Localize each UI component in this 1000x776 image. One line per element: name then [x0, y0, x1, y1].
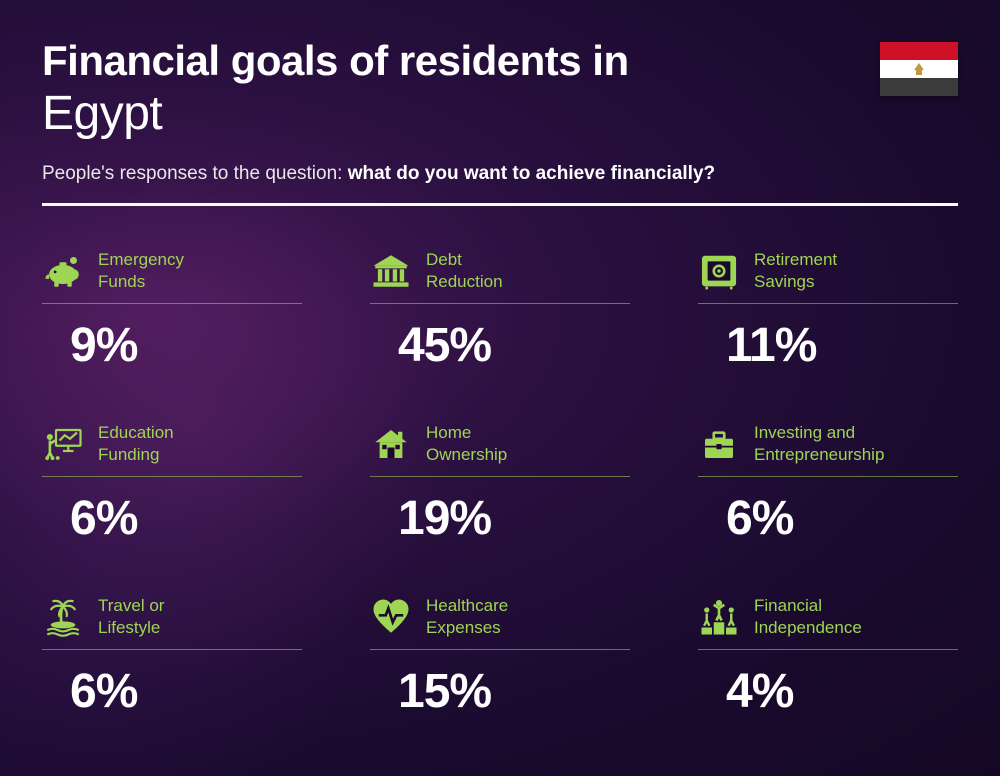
goals-grid: EmergencyFunds 9% DebtReductio: [42, 248, 958, 719]
goal-investing-entrepreneurship: Investing andEntrepreneurship 6%: [698, 421, 958, 546]
goal-label: RetirementSavings: [754, 249, 837, 292]
header: Financial goals of residents in Egypt Pe…: [42, 38, 958, 206]
goal-home-ownership: HomeOwnership 19%: [370, 421, 630, 546]
goal-value: 6%: [42, 491, 302, 546]
goal-label: DebtReduction: [426, 249, 503, 292]
subtitle: People's responses to the question: what…: [42, 163, 958, 185]
goal-education-funding: EducationFunding 6%: [42, 421, 302, 546]
goal-label: HomeOwnership: [426, 422, 507, 465]
goal-healthcare-expenses: HealthcareExpenses 15%: [370, 594, 630, 719]
goal-label: EmergencyFunds: [98, 249, 184, 292]
goal-financial-independence: FinancialIndependence 4%: [698, 594, 958, 719]
piggy-bank-icon: [42, 250, 84, 292]
house-icon: [370, 423, 412, 465]
goal-label: FinancialIndependence: [754, 595, 862, 638]
page-title-country: Egypt: [42, 86, 958, 141]
subtitle-lead: People's responses to the question:: [42, 163, 348, 184]
goal-value: 4%: [698, 664, 958, 719]
goal-value: 19%: [370, 491, 630, 546]
goal-value: 11%: [698, 318, 958, 373]
goal-travel-lifestyle: Travel orLifestyle 6%: [42, 594, 302, 719]
goal-value: 45%: [370, 318, 630, 373]
goal-value: 6%: [698, 491, 958, 546]
divider: [42, 203, 958, 206]
goal-value: 6%: [42, 664, 302, 719]
podium-icon: [698, 596, 740, 638]
country-flag: [880, 42, 958, 96]
goal-value: 9%: [42, 318, 302, 373]
goal-value: 15%: [370, 664, 630, 719]
goal-label: Travel orLifestyle: [98, 595, 164, 638]
goal-label: Investing andEntrepreneurship: [754, 422, 884, 465]
palm-island-icon: [42, 596, 84, 638]
goal-retirement-savings: RetirementSavings 11%: [698, 248, 958, 373]
goal-label: EducationFunding: [98, 422, 174, 465]
goal-label: HealthcareExpenses: [426, 595, 508, 638]
bank-icon: [370, 250, 412, 292]
safe-icon: [698, 250, 740, 292]
briefcase-icon: [698, 423, 740, 465]
subtitle-question: what do you want to achieve financially?: [348, 163, 715, 184]
goal-debt-reduction: DebtReduction 45%: [370, 248, 630, 373]
page-title-prefix: Financial goals of residents in: [42, 38, 958, 84]
goal-emergency-funds: EmergencyFunds 9%: [42, 248, 302, 373]
presentation-icon: [42, 423, 84, 465]
heart-pulse-icon: [370, 596, 412, 638]
